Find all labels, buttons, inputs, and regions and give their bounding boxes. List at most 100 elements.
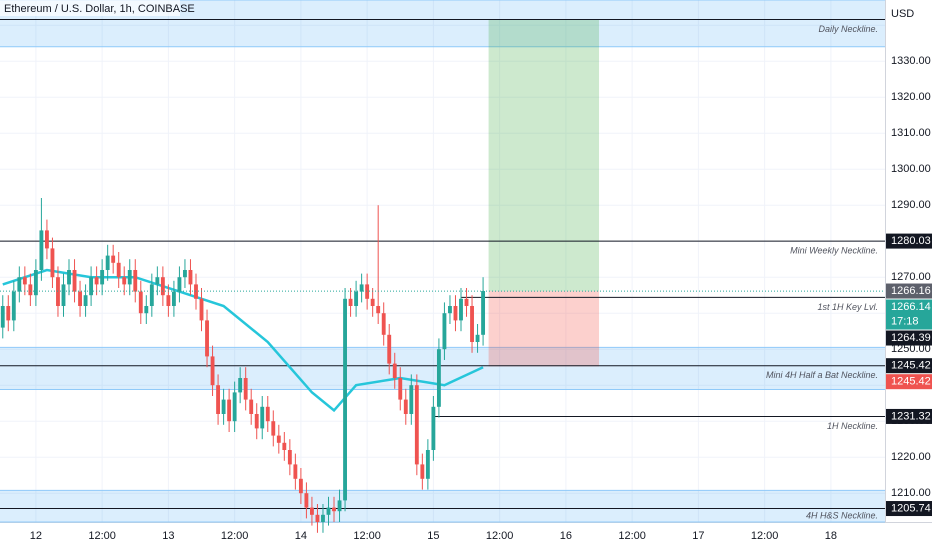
y-tick-label: 1210.00: [891, 487, 931, 499]
candle-body: [56, 277, 60, 306]
candle-body: [315, 514, 320, 522]
candle-body: [425, 450, 430, 479]
y-tick-label: 1220.00: [891, 451, 931, 463]
chart-title: Ethereum / U.S. Dollar, 1h, COINBASE: [4, 3, 195, 15]
candle-body: [166, 295, 171, 306]
candle-body: [28, 284, 33, 296]
candle-body: [210, 356, 215, 386]
candle-body: [309, 507, 314, 515]
candle-body: [436, 349, 441, 407]
candle-body: [381, 313, 386, 335]
candle-body: [354, 291, 359, 306]
candle-body: [194, 284, 198, 299]
candle-body: [470, 306, 474, 342]
price-label-text: 1245.42: [891, 360, 931, 372]
price-label-text: 1205.74: [891, 502, 931, 514]
candle-body: [260, 406, 265, 429]
x-tick-label: 16: [560, 530, 572, 542]
candle-body: [89, 277, 94, 296]
candle-body: [94, 277, 99, 285]
candle-body: [420, 464, 425, 479]
y-tick-label: 1300.00: [891, 163, 931, 175]
stop-zone: [488, 291, 600, 367]
candle-body: [414, 385, 419, 465]
price-label: [886, 233, 932, 249]
price-label-text: 1266.14: [891, 301, 931, 313]
price-label: [886, 330, 932, 346]
price-label: [886, 501, 932, 517]
candle-body: [365, 284, 370, 299]
price-label-text: 1231.32: [891, 410, 931, 422]
candle-body: [61, 284, 66, 306]
candle-body: [265, 406, 270, 422]
candle-body: [155, 277, 160, 285]
level-label: 1st 1H Key Lvl.: [817, 302, 878, 312]
price-label: [886, 408, 932, 424]
candle-body: [122, 277, 127, 285]
candle-body: [216, 385, 221, 414]
x-tick-label: 12:00: [751, 530, 779, 542]
candle-body: [459, 298, 463, 321]
candle-body: [481, 291, 486, 335]
candle-body: [293, 464, 298, 479]
candle-body: [332, 507, 336, 512]
candle-body: [392, 363, 397, 378]
candle-body: [326, 507, 331, 515]
candle-body: [44, 230, 49, 249]
candle-body: [171, 291, 176, 306]
candle-body: [183, 270, 187, 278]
level-label: Daily Neckline.: [818, 24, 878, 34]
candle-body: [116, 262, 121, 278]
candle-body: [50, 248, 55, 278]
candle-body: [0, 306, 5, 328]
candle-body: [249, 399, 254, 414]
candle-body: [78, 291, 82, 306]
candle-body: [177, 277, 182, 292]
price-label: [886, 299, 932, 330]
candle-body: [448, 306, 452, 314]
candle-body: [100, 270, 105, 285]
candle-body: [243, 378, 248, 400]
price-label-text: 1245.42: [891, 376, 931, 388]
candle-body: [83, 295, 88, 306]
candle-body: [149, 284, 154, 306]
zone: [0, 347, 885, 390]
candle-body: [199, 298, 204, 321]
price-label-text: 1264.39: [891, 332, 931, 344]
candle-body: [271, 421, 276, 436]
candle-body: [398, 378, 403, 400]
currency-bg: [886, 0, 932, 28]
candle-body: [105, 255, 110, 270]
candle-body: [376, 306, 381, 314]
candle-body: [464, 298, 469, 306]
candle-body: [67, 270, 71, 285]
candle-body: [387, 334, 392, 364]
candle-body: [22, 277, 27, 285]
candle-body: [348, 298, 353, 306]
candle-body: [33, 270, 38, 296]
candle-body: [403, 399, 408, 414]
level-label: Mini 4H Half a Bat Neckline.: [766, 370, 878, 380]
candle-body: [298, 478, 303, 494]
x-tick-label: 12:00: [618, 530, 646, 542]
currency: USD: [891, 8, 914, 20]
price-label-text: 1266.16: [891, 285, 931, 297]
zone: [0, 490, 885, 522]
candle-body: [453, 306, 458, 321]
candle-body: [238, 378, 243, 393]
candle-body: [337, 500, 342, 512]
candle-body: [17, 277, 22, 292]
y-tick-label: 1270.00: [891, 271, 931, 283]
candle-body: [221, 399, 226, 414]
price-label-text: 1280.03: [891, 235, 931, 247]
candle-body: [11, 291, 16, 321]
candle-body: [227, 399, 232, 422]
candle-body: [160, 277, 165, 296]
y-tick-label: 1290.00: [891, 199, 931, 211]
candle-body: [111, 255, 116, 263]
candle-body: [205, 320, 209, 357]
x-tick-label: 18: [825, 530, 837, 542]
candle-body: [287, 450, 292, 465]
candle-body: [321, 514, 325, 522]
